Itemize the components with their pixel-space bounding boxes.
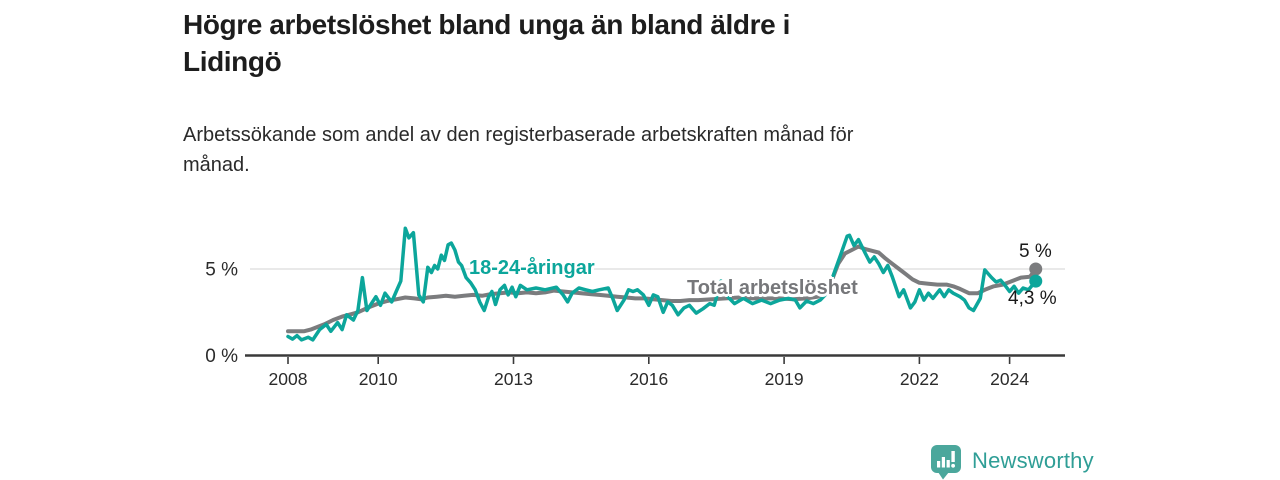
end-value-label-18-24: 4,3 % (1008, 288, 1057, 309)
x-tick-label-2016: 2016 (629, 369, 668, 389)
series-line-total (286, 244, 1038, 334)
x-tick-label-2008: 2008 (269, 369, 308, 389)
y-tick-label-5: 5 % (205, 260, 238, 281)
x-tick-label-2024: 2024 (990, 369, 1029, 389)
series-label-18-24: 18-24-åringar (469, 257, 595, 279)
x-tick-label-2019: 2019 (765, 369, 804, 389)
newsworthy-wordmark: Newsworthy (972, 448, 1094, 473)
y-tick-label-0: 0 % (205, 346, 238, 367)
chart-subtitle: Arbetssökande som andel av den registerb… (183, 124, 854, 176)
x-tick-label-2022: 2022 (900, 369, 939, 389)
series-end-dot-total (1029, 262, 1043, 276)
x-tick-label-2013: 2013 (494, 369, 533, 389)
newsworthy-bubble-chart-icon (931, 445, 961, 480)
newsworthy-logo: Newsworthy (930, 444, 1094, 480)
chart-title: Högre arbetslöshet bland unga än bland ä… (183, 9, 791, 77)
end-value-label-total: 5 % (1019, 241, 1052, 262)
x-tick-label-2010: 2010 (359, 369, 398, 389)
series-label-total: Total arbetslöshet (687, 277, 858, 299)
series-line-18-24 (286, 226, 1038, 342)
series-end-dot-18-24 (1029, 274, 1043, 288)
